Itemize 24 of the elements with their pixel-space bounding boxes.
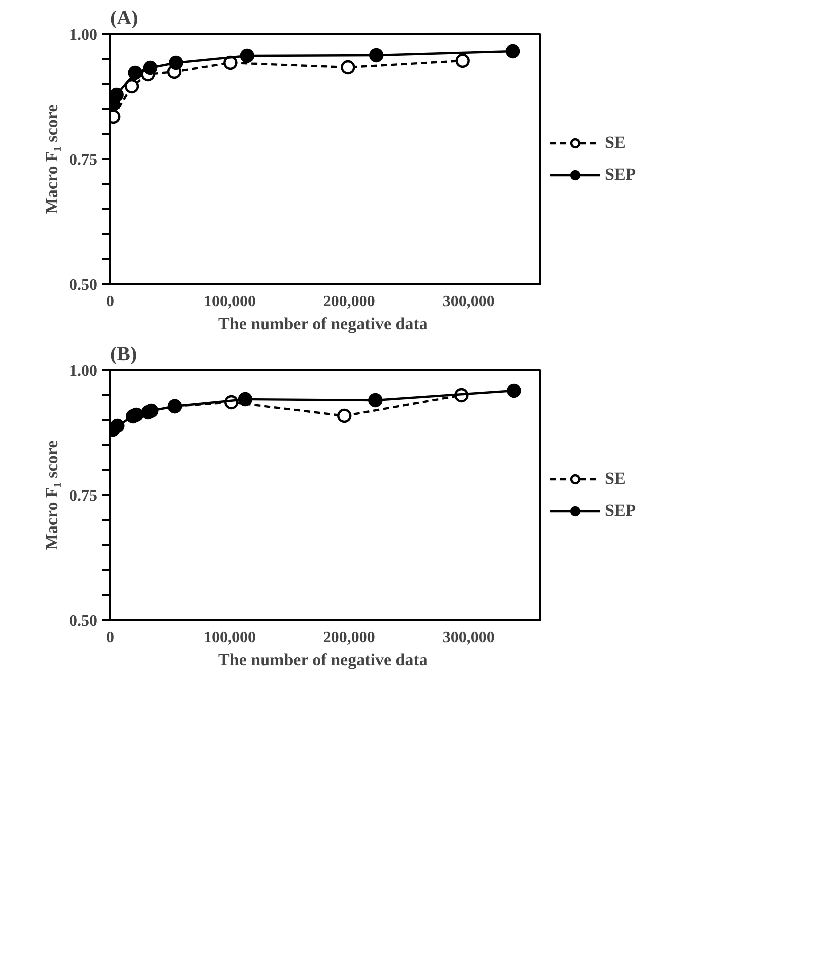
x-axis-title: The number of negative data bbox=[218, 650, 428, 670]
chart-title: (A) bbox=[110, 8, 138, 30]
x-tick-label: 100,000 bbox=[204, 630, 256, 646]
x-tick-label: 300,000 bbox=[442, 294, 495, 310]
x-tick-label: 0 bbox=[106, 294, 114, 310]
legend-label: SEP bbox=[605, 165, 636, 185]
x-tick-label: 0 bbox=[106, 630, 114, 646]
legend-label: SE bbox=[605, 469, 626, 489]
y-axis-title: Macro F₁ score bbox=[42, 104, 62, 214]
y-tick-label: 0.75 bbox=[70, 152, 98, 169]
x-tick-label: 100,000 bbox=[204, 294, 256, 310]
y-tick-label: 0.75 bbox=[70, 488, 98, 505]
x-tick-label: 300,000 bbox=[442, 630, 495, 646]
legend-label: SEP bbox=[605, 501, 636, 521]
x-tick-label: 200,000 bbox=[323, 630, 376, 646]
y-tick-label: 1.00 bbox=[70, 363, 98, 380]
y-tick-label: 0.50 bbox=[70, 613, 98, 630]
y-axis-title: Macro F₁ score bbox=[42, 440, 62, 550]
chart-title: (B) bbox=[110, 344, 138, 366]
y-tick-label: 0.50 bbox=[70, 277, 98, 294]
x-axis-title: The number of negative data bbox=[218, 314, 428, 334]
y-tick-label: 1.00 bbox=[70, 27, 98, 44]
x-tick-label: 200,000 bbox=[323, 294, 376, 310]
legend-label: SE bbox=[605, 133, 626, 153]
